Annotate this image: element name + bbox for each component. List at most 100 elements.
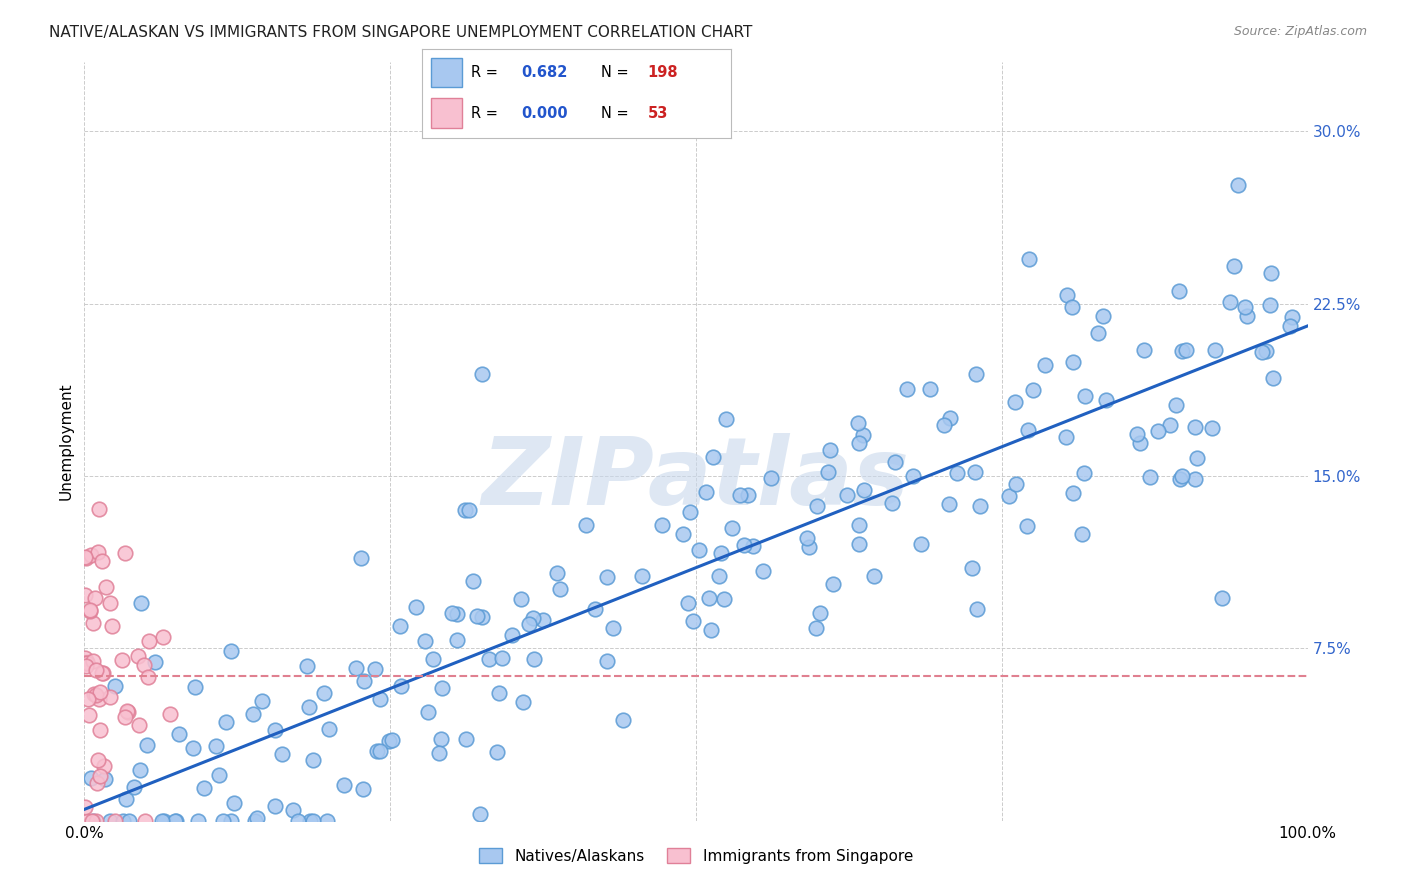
Point xyxy=(76,656,98,670)
Point xyxy=(75,551,97,566)
Bar xyxy=(432,98,463,128)
Point xyxy=(910,536,932,550)
Point xyxy=(1170,472,1192,486)
Y-axis label: Unemployment: Unemployment xyxy=(58,383,73,500)
Point xyxy=(98,814,121,828)
Point xyxy=(1054,430,1077,444)
Point xyxy=(344,661,367,675)
Point xyxy=(797,540,820,554)
Point xyxy=(488,686,510,700)
Point xyxy=(250,694,273,708)
Point xyxy=(184,681,207,695)
Point xyxy=(73,650,96,665)
Point xyxy=(76,655,98,669)
Point xyxy=(1219,295,1241,310)
Point xyxy=(159,706,181,721)
Point xyxy=(101,619,124,633)
Point xyxy=(737,488,759,502)
Point xyxy=(700,624,723,638)
Point xyxy=(91,665,114,680)
Point xyxy=(153,814,176,828)
Point xyxy=(93,759,115,773)
Point xyxy=(79,604,101,618)
Point xyxy=(651,517,673,532)
Point xyxy=(1185,450,1208,465)
Point xyxy=(1005,477,1028,491)
Point xyxy=(287,814,309,828)
Point xyxy=(84,688,107,702)
Point xyxy=(752,564,775,578)
Point xyxy=(163,814,186,828)
Point xyxy=(80,771,103,785)
Point xyxy=(1017,423,1039,437)
Point xyxy=(688,543,710,558)
Point xyxy=(583,601,606,615)
Point xyxy=(413,634,436,648)
Point xyxy=(98,690,121,704)
Point xyxy=(122,780,145,794)
Point xyxy=(596,655,619,669)
Point xyxy=(77,692,100,706)
Text: NATIVE/ALASKAN VS IMMIGRANTS FROM SINGAPORE UNEMPLOYMENT CORRELATION CHART: NATIVE/ALASKAN VS IMMIGRANTS FROM SINGAP… xyxy=(49,25,752,40)
Point xyxy=(1254,344,1277,359)
Point xyxy=(86,776,108,790)
Text: 198: 198 xyxy=(648,65,678,79)
Point xyxy=(1184,419,1206,434)
Point xyxy=(264,799,287,814)
Bar xyxy=(432,58,463,87)
Point xyxy=(546,566,568,581)
Point xyxy=(441,606,464,620)
Point xyxy=(115,704,138,718)
Point xyxy=(796,531,818,545)
Point xyxy=(82,654,104,668)
Point xyxy=(1234,300,1257,314)
Point xyxy=(1133,343,1156,357)
Point xyxy=(270,747,292,761)
Point xyxy=(817,465,839,479)
Text: 0.682: 0.682 xyxy=(520,65,567,79)
Point xyxy=(1060,300,1083,314)
Point xyxy=(114,546,136,560)
Point xyxy=(89,501,111,516)
Point xyxy=(848,537,870,551)
Point xyxy=(1074,388,1097,402)
Point xyxy=(219,814,242,828)
Point xyxy=(114,710,136,724)
Point xyxy=(316,814,339,828)
Point xyxy=(246,812,269,826)
Point xyxy=(835,488,858,502)
Point xyxy=(89,685,111,699)
Point xyxy=(1091,309,1114,323)
Point xyxy=(219,644,242,658)
Point xyxy=(446,632,468,647)
Point xyxy=(129,596,152,610)
Point xyxy=(1260,298,1282,312)
Point xyxy=(522,611,544,625)
Point xyxy=(457,503,479,517)
Point xyxy=(1166,399,1188,413)
Point xyxy=(1211,591,1233,605)
Point xyxy=(215,714,238,729)
Point xyxy=(295,659,318,673)
Point xyxy=(509,592,531,607)
Point xyxy=(1095,393,1118,408)
Point xyxy=(152,631,174,645)
Point xyxy=(901,468,924,483)
Point xyxy=(318,722,340,736)
Point xyxy=(1126,427,1149,442)
Point xyxy=(465,608,488,623)
Point xyxy=(759,470,782,484)
Point xyxy=(965,368,987,382)
Point xyxy=(486,745,509,759)
Point xyxy=(862,569,884,583)
Point xyxy=(208,768,231,782)
Point xyxy=(938,497,960,511)
Point xyxy=(728,488,751,502)
Point xyxy=(388,619,411,633)
Point xyxy=(118,814,141,828)
Text: Source: ZipAtlas.com: Source: ZipAtlas.com xyxy=(1233,25,1367,38)
Text: N =: N = xyxy=(602,106,634,120)
Point xyxy=(682,614,704,628)
Point xyxy=(87,545,110,559)
Point xyxy=(350,550,373,565)
